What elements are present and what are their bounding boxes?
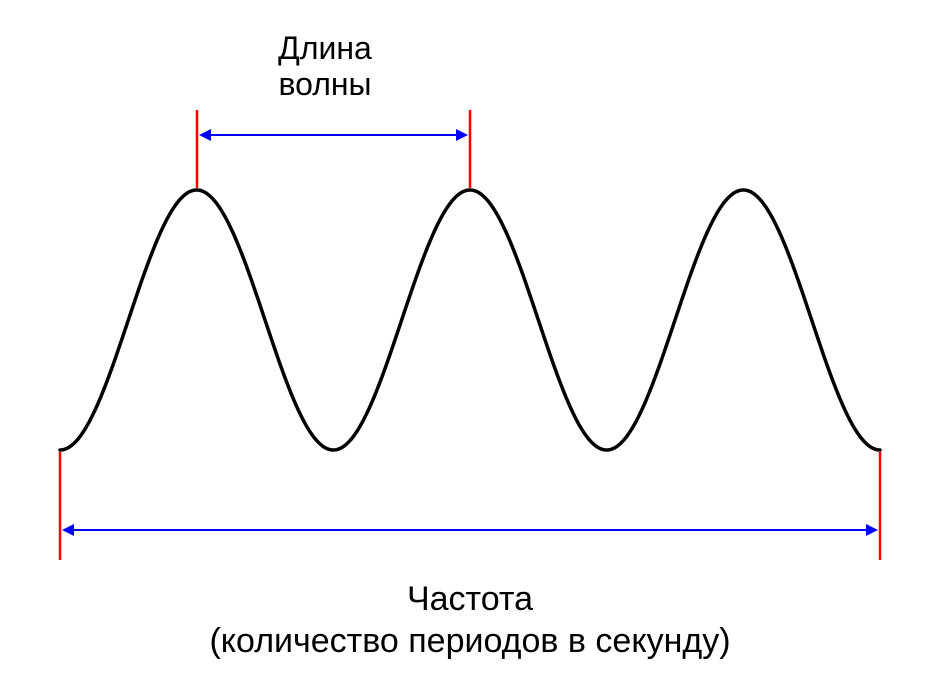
- frequency-arrowhead-left: [62, 524, 74, 536]
- sine-wave-path: [60, 190, 880, 450]
- frequency-arrowhead-right: [866, 524, 878, 536]
- wavelength-arrowhead-right: [456, 129, 468, 141]
- wavelength-label-line1: Длина: [0, 30, 795, 67]
- wavelength-arrowhead-left: [199, 129, 211, 141]
- frequency-label-line2: (количество периодов в секунду): [1, 622, 939, 661]
- wavelength-label-line2: волны: [0, 66, 795, 103]
- wave-diagram: Длина волны Частота (количество периодов…: [0, 0, 939, 687]
- frequency-label-line1: Частота: [1, 580, 939, 619]
